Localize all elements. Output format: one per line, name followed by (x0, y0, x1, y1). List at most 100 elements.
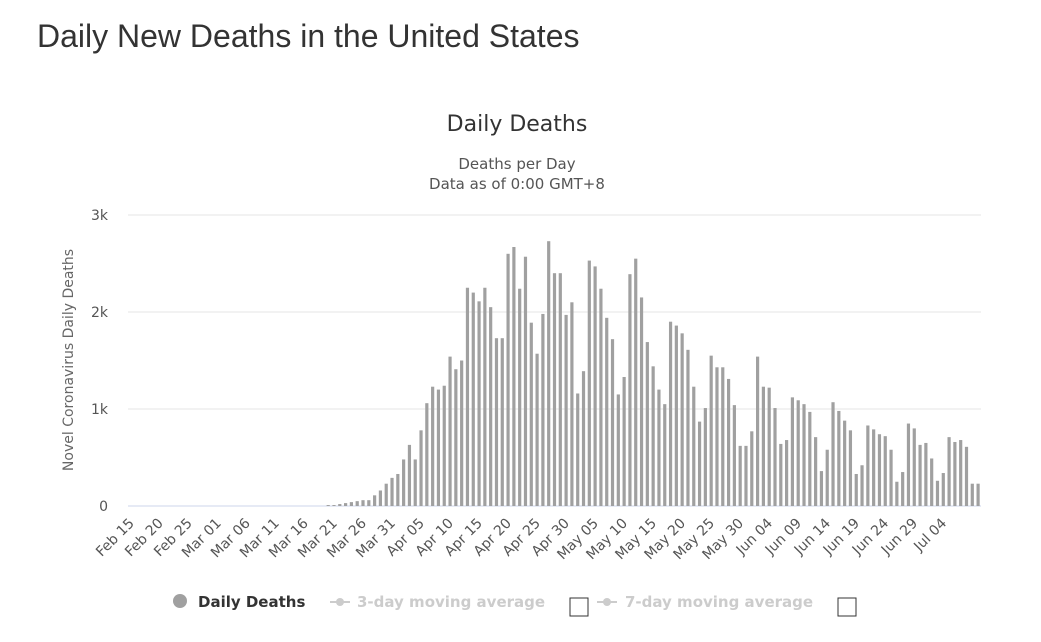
bar[interactable] (680, 333, 684, 506)
bar[interactable] (866, 425, 870, 506)
bar-series[interactable] (326, 241, 980, 507)
bar[interactable] (407, 444, 412, 506)
bar[interactable] (901, 472, 905, 506)
bar[interactable] (344, 503, 348, 506)
bar[interactable] (767, 387, 771, 506)
bar[interactable] (790, 397, 795, 506)
bar[interactable] (349, 502, 353, 506)
bar[interactable] (756, 356, 760, 506)
bar[interactable] (930, 458, 934, 506)
bar[interactable] (860, 465, 864, 506)
bar[interactable] (802, 404, 806, 506)
bar[interactable] (460, 360, 464, 507)
bar[interactable] (326, 505, 330, 506)
bar[interactable] (703, 408, 707, 506)
bar[interactable] (785, 440, 789, 506)
bar[interactable] (843, 420, 847, 506)
bar[interactable] (796, 400, 800, 506)
legend-checkbox-7-day[interactable] (837, 597, 857, 617)
bar[interactable] (587, 260, 591, 506)
bar[interactable] (518, 288, 522, 506)
bar[interactable] (889, 449, 893, 506)
bar[interactable] (361, 500, 365, 506)
bar[interactable] (697, 421, 702, 506)
bar[interactable] (483, 287, 487, 506)
bar[interactable] (941, 473, 945, 506)
bar[interactable] (378, 490, 383, 506)
bar[interactable] (668, 321, 673, 506)
bar[interactable] (413, 459, 417, 506)
bar[interactable] (976, 483, 980, 506)
bar[interactable] (657, 389, 661, 506)
bar[interactable] (489, 307, 493, 506)
bar[interactable] (552, 273, 557, 506)
bar[interactable] (610, 339, 615, 506)
bar[interactable] (616, 394, 620, 506)
bar[interactable] (448, 356, 452, 506)
bar[interactable] (628, 274, 632, 506)
bar[interactable] (872, 429, 876, 506)
bar[interactable] (419, 430, 423, 506)
bar[interactable] (622, 376, 626, 506)
bar[interactable] (692, 386, 696, 506)
bar[interactable] (599, 288, 603, 506)
bar[interactable] (883, 436, 887, 506)
bar[interactable] (848, 430, 853, 506)
bar[interactable] (581, 371, 586, 506)
bar[interactable] (506, 253, 510, 506)
bar[interactable] (500, 338, 504, 506)
bar[interactable] (761, 386, 765, 506)
bar[interactable] (512, 247, 516, 506)
bar[interactable] (465, 287, 470, 506)
bar[interactable] (645, 342, 649, 506)
bar[interactable] (355, 501, 359, 506)
bar[interactable] (773, 408, 777, 506)
bar[interactable] (732, 405, 736, 506)
bar[interactable] (564, 314, 568, 506)
bar[interactable] (819, 471, 824, 506)
bar[interactable] (425, 403, 429, 506)
bar[interactable] (494, 338, 499, 506)
bar[interactable] (808, 411, 812, 506)
bar[interactable] (959, 440, 963, 506)
bar[interactable] (953, 441, 957, 506)
bar[interactable] (744, 445, 748, 506)
bar[interactable] (332, 505, 336, 506)
bar[interactable] (576, 393, 580, 506)
bar[interactable] (442, 385, 446, 506)
legend-checkbox-3-day[interactable] (569, 597, 589, 617)
bar[interactable] (970, 483, 974, 506)
bar[interactable] (663, 404, 667, 506)
bar[interactable] (558, 273, 562, 506)
bar[interactable] (639, 297, 644, 506)
bar[interactable] (854, 473, 858, 506)
bar[interactable] (726, 378, 731, 506)
bar[interactable] (535, 353, 539, 506)
bar[interactable] (831, 402, 835, 506)
bar[interactable] (935, 480, 940, 506)
bar[interactable] (396, 473, 400, 506)
bar[interactable] (529, 322, 533, 506)
bar[interactable] (593, 266, 597, 506)
legend-item-3-day-average[interactable]: 3-day moving average (330, 593, 545, 611)
bar[interactable] (918, 444, 922, 506)
bar[interactable] (947, 437, 951, 506)
bar[interactable] (877, 434, 882, 506)
bar[interactable] (431, 386, 435, 506)
bar[interactable] (924, 442, 928, 506)
bar[interactable] (750, 431, 754, 506)
bar[interactable] (523, 256, 528, 506)
bar[interactable] (738, 445, 742, 506)
bar[interactable] (686, 349, 690, 506)
bar[interactable] (338, 504, 342, 506)
bar[interactable] (436, 389, 441, 506)
bar[interactable] (390, 477, 394, 506)
bar[interactable] (912, 428, 916, 506)
bar[interactable] (402, 459, 406, 506)
bar[interactable] (825, 449, 829, 506)
bar[interactable] (605, 317, 609, 506)
bar[interactable] (384, 483, 388, 506)
bar[interactable] (471, 292, 475, 506)
bar[interactable] (570, 302, 574, 506)
bar[interactable] (837, 410, 841, 506)
